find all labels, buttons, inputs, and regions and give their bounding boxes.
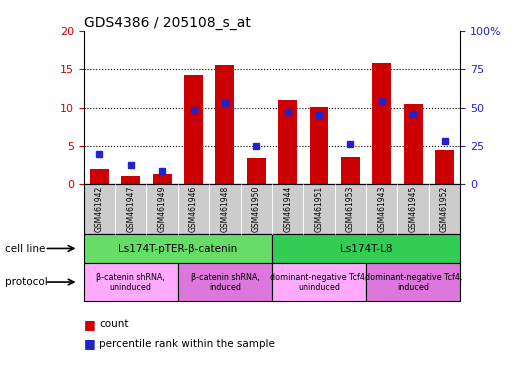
Text: GSM461947: GSM461947 — [126, 186, 135, 232]
Text: GSM461945: GSM461945 — [408, 186, 418, 232]
Text: ■: ■ — [84, 318, 99, 331]
Bar — [278, 100, 297, 184]
Bar — [90, 169, 109, 184]
Text: Ls174T-L8: Ls174T-L8 — [340, 243, 392, 254]
Text: cell line: cell line — [5, 243, 46, 254]
Bar — [184, 75, 203, 184]
Bar — [310, 107, 328, 184]
Text: GSM461944: GSM461944 — [283, 186, 292, 232]
Text: GSM461953: GSM461953 — [346, 186, 355, 232]
Bar — [153, 174, 172, 184]
Bar — [435, 150, 454, 184]
Text: count: count — [99, 319, 129, 329]
Bar — [215, 65, 234, 184]
Text: GSM461949: GSM461949 — [157, 186, 167, 232]
Bar — [372, 63, 391, 184]
Text: protocol: protocol — [5, 277, 48, 287]
Text: dominant-negative Tcf4,
uninduced: dominant-negative Tcf4, uninduced — [270, 273, 368, 292]
Text: dominant-negative Tcf4,
induced: dominant-negative Tcf4, induced — [365, 273, 462, 292]
Text: β-catenin shRNA,
uninduced: β-catenin shRNA, uninduced — [96, 273, 165, 292]
Bar — [121, 176, 140, 184]
Text: GDS4386 / 205108_s_at: GDS4386 / 205108_s_at — [84, 16, 251, 30]
Text: percentile rank within the sample: percentile rank within the sample — [99, 339, 275, 349]
Text: Ls174T-pTER-β-catenin: Ls174T-pTER-β-catenin — [118, 243, 237, 254]
Text: GSM461952: GSM461952 — [440, 186, 449, 232]
Text: ■: ■ — [84, 337, 99, 350]
Text: GSM461950: GSM461950 — [252, 186, 261, 232]
Text: GSM461946: GSM461946 — [189, 186, 198, 232]
Text: GSM461943: GSM461943 — [377, 186, 386, 232]
Text: GSM461942: GSM461942 — [95, 186, 104, 232]
Bar — [341, 157, 360, 184]
Bar — [404, 104, 423, 184]
Text: β-catenin shRNA,
induced: β-catenin shRNA, induced — [190, 273, 259, 292]
Text: GSM461951: GSM461951 — [314, 186, 324, 232]
Text: GSM461948: GSM461948 — [220, 186, 230, 232]
Bar — [247, 158, 266, 184]
